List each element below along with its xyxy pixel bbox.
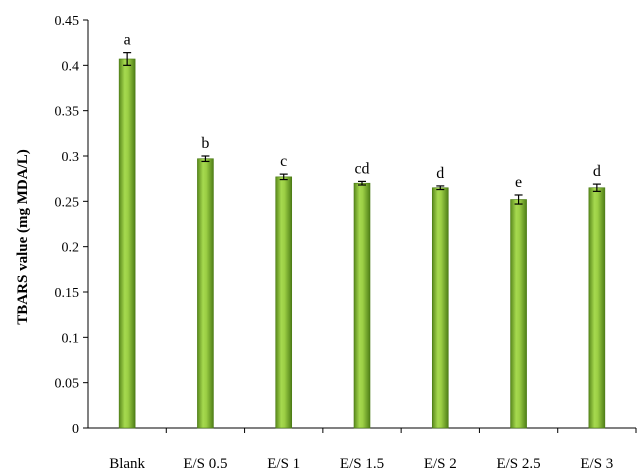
y-tick-label: 0.15 bbox=[55, 286, 80, 301]
y-axis-title: TBARS value (mg MDA/L) bbox=[15, 149, 31, 324]
y-tick-label: 0.35 bbox=[55, 105, 80, 120]
significance-letter: d bbox=[436, 165, 444, 182]
bar bbox=[588, 187, 606, 429]
y-tick-label: 0.4 bbox=[62, 59, 80, 74]
x-tick-label: Blank bbox=[109, 456, 145, 472]
bar bbox=[118, 58, 136, 429]
y-tick-label: 0.3 bbox=[62, 150, 80, 165]
x-tick-label: E/S 2.5 bbox=[496, 456, 540, 472]
significance-letter: d bbox=[593, 163, 601, 180]
significance-letter: c bbox=[280, 153, 287, 170]
x-tick-label: E/S 0.5 bbox=[183, 456, 227, 472]
bar bbox=[275, 176, 293, 429]
y-tick-label: 0.2 bbox=[62, 241, 80, 256]
bar bbox=[510, 199, 527, 429]
y-tick-label: 0.25 bbox=[55, 195, 80, 210]
significance-letter: b bbox=[201, 135, 209, 152]
bar bbox=[197, 158, 214, 429]
bar bbox=[353, 182, 371, 429]
y-tick-label: 0.05 bbox=[55, 377, 80, 392]
y-tick-label: 0.45 bbox=[55, 14, 80, 29]
x-tick-label: E/S 1 bbox=[267, 456, 300, 472]
bar bbox=[431, 187, 449, 429]
significance-letter: a bbox=[124, 32, 131, 49]
x-tick-labels: Blank E/S 0.5 E/S 1 E/S 1.5 E/S 2 E/S 2.5 E/S … bbox=[109, 428, 637, 472]
x-tick-label: E/S 1.5 bbox=[340, 456, 384, 472]
bars: a b c cd d e d bbox=[118, 32, 606, 429]
significance-letter: e bbox=[515, 174, 522, 191]
y-tick-label: 0.1 bbox=[62, 331, 80, 346]
significance-letter: cd bbox=[354, 160, 369, 177]
y-ticks: 0 0.05 0.1 0.15 0.2 0.25 0.3 0.35 0.4 0.45 bbox=[55, 14, 88, 437]
y-tick-label: 0 bbox=[72, 422, 79, 437]
x-tick-label: E/S 3 bbox=[580, 456, 613, 472]
x-tick-label: E/S 2 bbox=[424, 456, 457, 472]
